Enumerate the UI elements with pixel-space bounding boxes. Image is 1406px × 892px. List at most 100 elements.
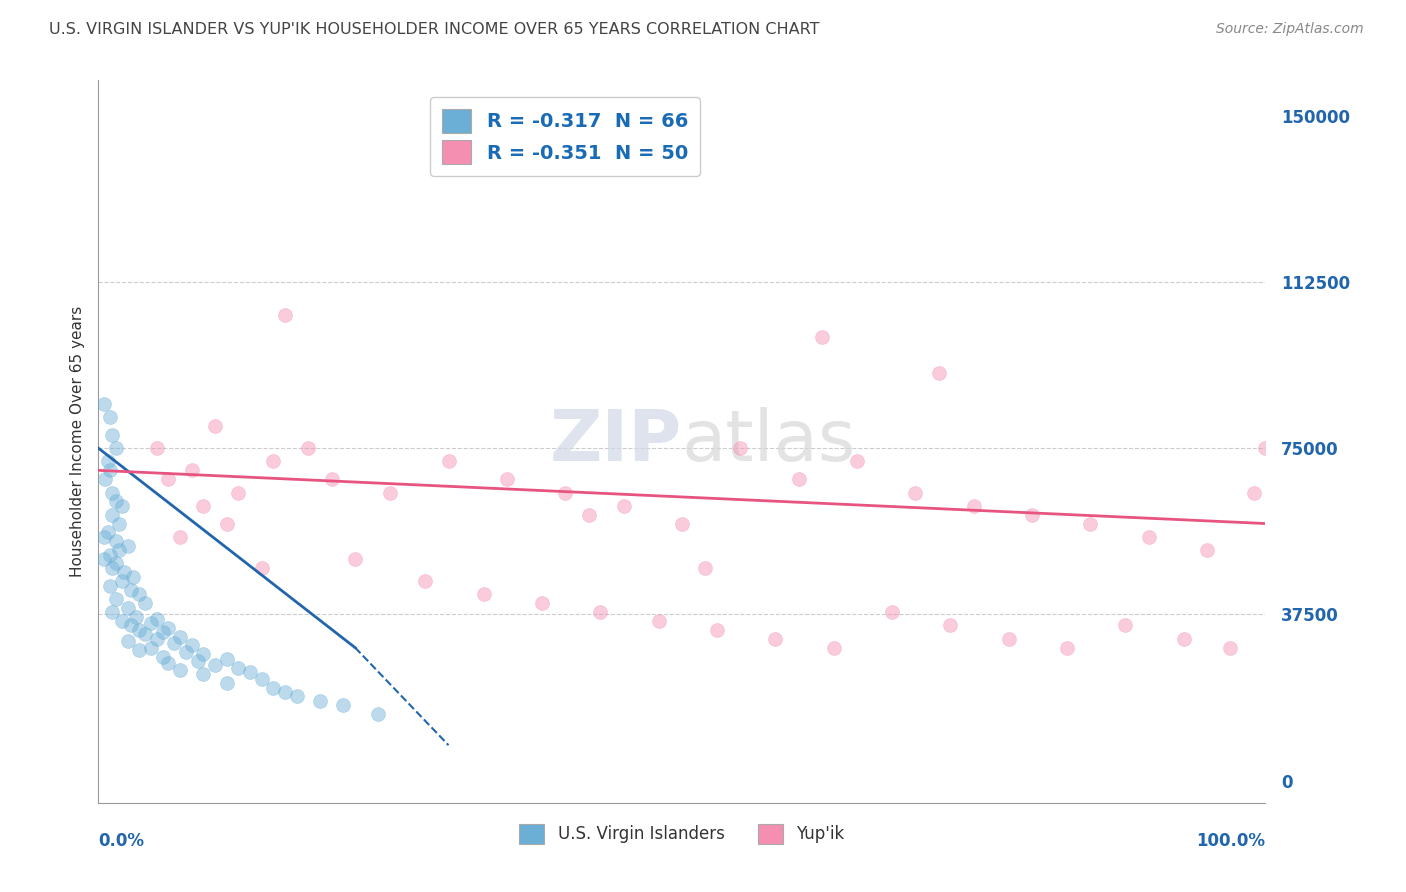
Point xyxy=(139,640,162,655)
Point xyxy=(108,516,131,531)
Point xyxy=(1056,640,1078,655)
Point xyxy=(93,530,115,544)
Point xyxy=(101,605,124,619)
Point xyxy=(706,623,728,637)
Point xyxy=(823,640,845,655)
Point xyxy=(274,685,297,699)
Point xyxy=(111,499,134,513)
Point xyxy=(117,634,139,648)
Point xyxy=(180,463,202,477)
Point xyxy=(1243,485,1265,500)
Point xyxy=(101,428,124,442)
Point xyxy=(262,454,284,468)
Point xyxy=(180,639,202,653)
Point xyxy=(93,397,115,411)
Text: ZIP: ZIP xyxy=(550,407,682,476)
Point xyxy=(104,494,127,508)
Point xyxy=(274,308,297,322)
Point xyxy=(671,516,693,531)
Point xyxy=(332,698,354,713)
Point xyxy=(321,472,343,486)
Point xyxy=(152,625,174,640)
Point xyxy=(380,485,402,500)
Point xyxy=(309,694,332,708)
Point xyxy=(228,485,250,500)
Point xyxy=(98,548,121,562)
Point xyxy=(163,636,186,650)
Point xyxy=(101,508,124,522)
Point xyxy=(1219,640,1241,655)
Point xyxy=(146,441,169,455)
Point xyxy=(157,656,180,670)
Point xyxy=(530,596,553,610)
Point xyxy=(112,566,135,580)
Point xyxy=(97,454,120,468)
Point xyxy=(1021,508,1043,522)
Point xyxy=(169,630,191,644)
Point xyxy=(104,557,127,571)
Point xyxy=(117,539,139,553)
Point xyxy=(904,485,927,500)
Point xyxy=(997,632,1019,646)
Point xyxy=(193,648,215,662)
Text: Source: ZipAtlas.com: Source: ZipAtlas.com xyxy=(1216,22,1364,37)
Point xyxy=(193,667,215,681)
Point xyxy=(578,508,600,522)
Point xyxy=(228,660,250,674)
Text: 100.0%: 100.0% xyxy=(1197,831,1265,850)
Point xyxy=(125,609,148,624)
Point xyxy=(472,587,495,601)
Point xyxy=(146,612,169,626)
Point xyxy=(169,530,191,544)
Point xyxy=(250,672,273,686)
Point xyxy=(169,663,191,677)
Point xyxy=(880,605,903,619)
Point xyxy=(93,552,115,566)
Point xyxy=(250,561,273,575)
Point xyxy=(108,543,131,558)
Point xyxy=(811,330,834,344)
Point xyxy=(787,472,810,486)
Point xyxy=(98,410,121,425)
Point xyxy=(187,654,209,668)
Point xyxy=(262,681,284,695)
Point xyxy=(157,621,180,635)
Point xyxy=(98,463,121,477)
Point xyxy=(215,516,238,531)
Point xyxy=(285,690,308,704)
Point xyxy=(695,561,717,575)
Point xyxy=(1254,441,1277,455)
Point xyxy=(97,525,120,540)
Point xyxy=(111,614,134,628)
Point xyxy=(846,454,869,468)
Point xyxy=(128,623,150,637)
Point xyxy=(763,632,786,646)
Point xyxy=(104,441,127,455)
Point xyxy=(589,605,612,619)
Point xyxy=(120,618,142,632)
Point xyxy=(117,600,139,615)
Point xyxy=(128,643,150,657)
Point xyxy=(215,676,238,690)
Point xyxy=(1173,632,1195,646)
Point xyxy=(612,499,634,513)
Point xyxy=(104,591,127,606)
Point xyxy=(1080,516,1102,531)
Point xyxy=(98,579,121,593)
Point xyxy=(128,587,150,601)
Point xyxy=(928,366,950,380)
Point xyxy=(215,651,238,665)
Point xyxy=(134,627,156,641)
Point xyxy=(939,618,962,632)
Point xyxy=(134,596,156,610)
Point xyxy=(111,574,134,589)
Point xyxy=(647,614,669,628)
Point xyxy=(94,472,117,486)
Point xyxy=(157,472,180,486)
Point xyxy=(297,441,319,455)
Point xyxy=(146,632,169,646)
Point xyxy=(193,499,215,513)
Legend: U.S. Virgin Islanders, Yup'ik: U.S. Virgin Islanders, Yup'ik xyxy=(510,815,853,852)
Point xyxy=(120,582,142,597)
Point xyxy=(1197,543,1219,558)
